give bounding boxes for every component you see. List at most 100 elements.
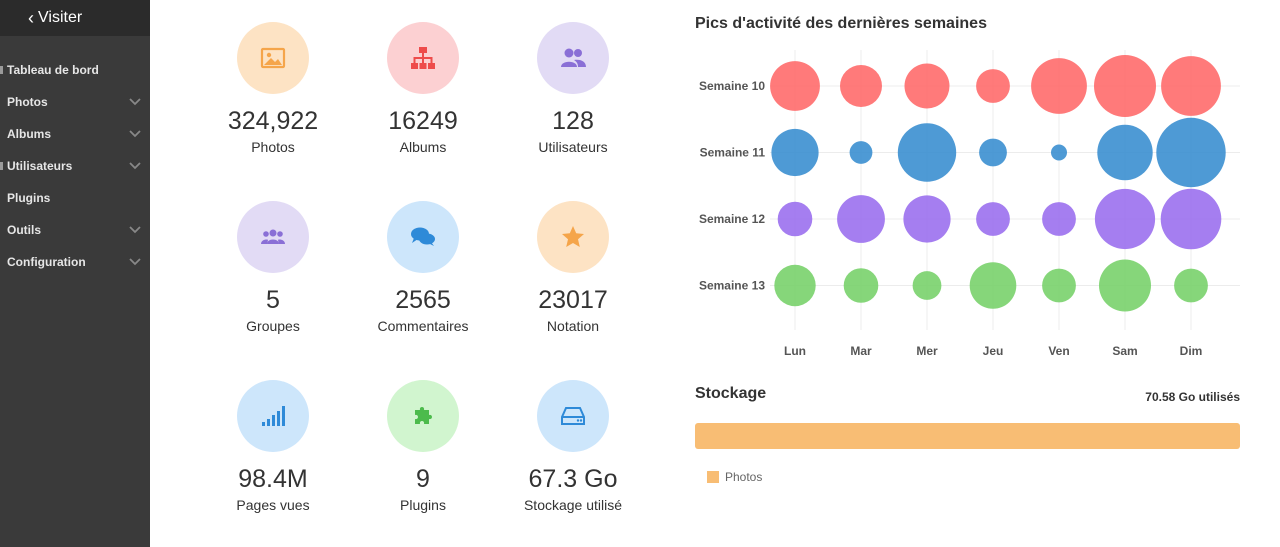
comments-icon	[411, 227, 435, 246]
bubble-point	[979, 138, 1007, 167]
x-axis-label: Mar	[850, 344, 872, 358]
bubble-point	[777, 201, 813, 237]
chevron-down-icon	[128, 223, 142, 237]
y-axis-label: Semaine 10	[699, 79, 765, 93]
stat-albums[interactable]: 16249 Albums	[348, 22, 498, 156]
chevron-down-icon	[128, 127, 142, 141]
bubble-point	[1156, 117, 1226, 188]
legend-label: Photos	[725, 470, 763, 484]
stat-value: 9	[416, 465, 430, 493]
bubble-point	[1161, 56, 1221, 116]
chevron-down-icon	[128, 255, 142, 269]
storage-bar-fill[interactable]	[695, 423, 1240, 449]
stat-comments[interactable]: 2565 Commentaires	[348, 201, 498, 335]
bubble-point	[1042, 268, 1076, 303]
stat-icon-circle	[237, 201, 309, 273]
x-axis-label: Lun	[784, 344, 806, 358]
sitemap-icon	[411, 47, 435, 69]
stat-icon-circle	[387, 380, 459, 452]
sidebar-item-label: Utilisateurs	[7, 159, 73, 173]
stat-icon-circle	[537, 380, 609, 452]
visit-link[interactable]: ‹ Visiter	[0, 0, 150, 36]
bubble-point	[912, 271, 942, 300]
sidebar-item-label: Tableau de bord	[7, 63, 99, 77]
bubble-point	[1099, 259, 1151, 312]
stat-label: Pages vues	[236, 497, 310, 513]
bubble-point	[843, 268, 879, 303]
stat-label: Commentaires	[377, 318, 469, 334]
stat-value: 16249	[388, 107, 458, 135]
bubble-point	[840, 65, 882, 107]
storage-legend[interactable]: Photos	[707, 470, 762, 484]
stat-groups[interactable]: 5 Groupes	[198, 201, 348, 335]
stat-value: 2565	[395, 286, 451, 314]
bubble-point	[1051, 144, 1067, 161]
bubble-point	[1031, 58, 1087, 114]
y-axis-label: Semaine 13	[699, 279, 765, 293]
bubble-point	[1094, 188, 1156, 250]
stat-icon-circle	[537, 22, 609, 94]
bubble-point	[1097, 124, 1153, 181]
sidebar-item-label: Plugins	[7, 191, 51, 205]
chevron-down-icon	[128, 95, 142, 109]
right-panel: Pics d'activité des dernières semaines S…	[695, 0, 1255, 547]
sidebar-item-label: Photos	[7, 95, 48, 109]
bubble-point	[903, 195, 951, 243]
bubble-point	[774, 264, 816, 307]
hdd-icon	[561, 407, 585, 425]
storage-used-label: 70.58 Go utilisés	[1145, 390, 1240, 404]
sidebar-item-photos[interactable]: Photos	[0, 86, 150, 118]
y-axis-label: Semaine 12	[699, 212, 765, 226]
bubble-point	[849, 141, 873, 164]
chevron-down-icon	[128, 159, 142, 173]
stat-rating[interactable]: 23017 Notation	[498, 201, 648, 335]
bubble-point	[1094, 55, 1156, 117]
bubble-point	[1042, 202, 1076, 236]
stat-page-views[interactable]: 98.4M Pages vues	[198, 380, 348, 514]
x-axis-label: Jeu	[983, 344, 1004, 358]
stat-label: Stockage utilisé	[523, 497, 623, 513]
x-axis-label: Sam	[1112, 344, 1137, 358]
bubble-point	[1174, 268, 1208, 303]
stat-plugins[interactable]: 9 Plugins	[348, 380, 498, 514]
sidebar-item-users[interactable]: Utilisateurs	[0, 150, 150, 182]
sidebar-item-dashboard[interactable]: Tableau de bord	[0, 54, 150, 86]
bubble-point	[1160, 188, 1222, 250]
stat-users[interactable]: 128 Utilisateurs	[498, 22, 648, 156]
stat-label: Notation	[546, 318, 600, 334]
sidebar-item-albums[interactable]: Albums	[0, 118, 150, 150]
bubble-point	[976, 69, 1010, 103]
stat-storage[interactable]: 67.3 Go Stockage utilisé	[498, 380, 648, 514]
chevron-left-icon: ‹	[28, 7, 34, 28]
storage-bar	[695, 423, 1240, 449]
sidebar: ‹ Visiter Tableau de bord Photos Albums …	[0, 0, 150, 547]
bubble-point	[976, 202, 1010, 236]
stat-label: Groupes	[246, 318, 300, 334]
stat-icon-circle	[387, 201, 459, 273]
bubble-point	[770, 61, 820, 111]
activity-bubble-chart: Semaine 10 Semaine 11 Semaine 12 Semaine 13…	[699, 50, 1240, 358]
sidebar-item-plugins[interactable]: Plugins	[0, 182, 150, 214]
sidebar-item-configuration[interactable]: Configuration	[0, 246, 150, 278]
stat-photos[interactable]: 324,922 Photos	[198, 22, 348, 156]
y-axis-label: Semaine 11	[700, 146, 766, 160]
stat-value: 67.3 Go	[528, 465, 618, 493]
bubble-point	[897, 123, 957, 182]
menu-marker	[0, 162, 3, 170]
sidebar-menu: Tableau de bord Photos Albums Utilisateu…	[0, 54, 150, 278]
activity-chart-title: Pics d'activité des dernières semaines	[695, 15, 987, 32]
stat-label: Photos	[251, 139, 295, 155]
stat-label: Utilisateurs	[538, 139, 608, 155]
stat-label: Plugins	[400, 497, 446, 513]
stat-icon-circle	[237, 22, 309, 94]
stat-value: 23017	[538, 286, 608, 314]
group-icon	[261, 229, 285, 244]
visit-label: Visiter	[38, 9, 83, 26]
sidebar-item-tools[interactable]: Outils	[0, 214, 150, 246]
sidebar-item-label: Outils	[7, 223, 42, 237]
stat-icon-circle	[537, 201, 609, 273]
image-icon	[260, 47, 286, 69]
x-axis-label: Mer	[916, 344, 938, 358]
storage-title: Stockage	[695, 385, 767, 402]
stat-icon-circle	[237, 380, 309, 452]
